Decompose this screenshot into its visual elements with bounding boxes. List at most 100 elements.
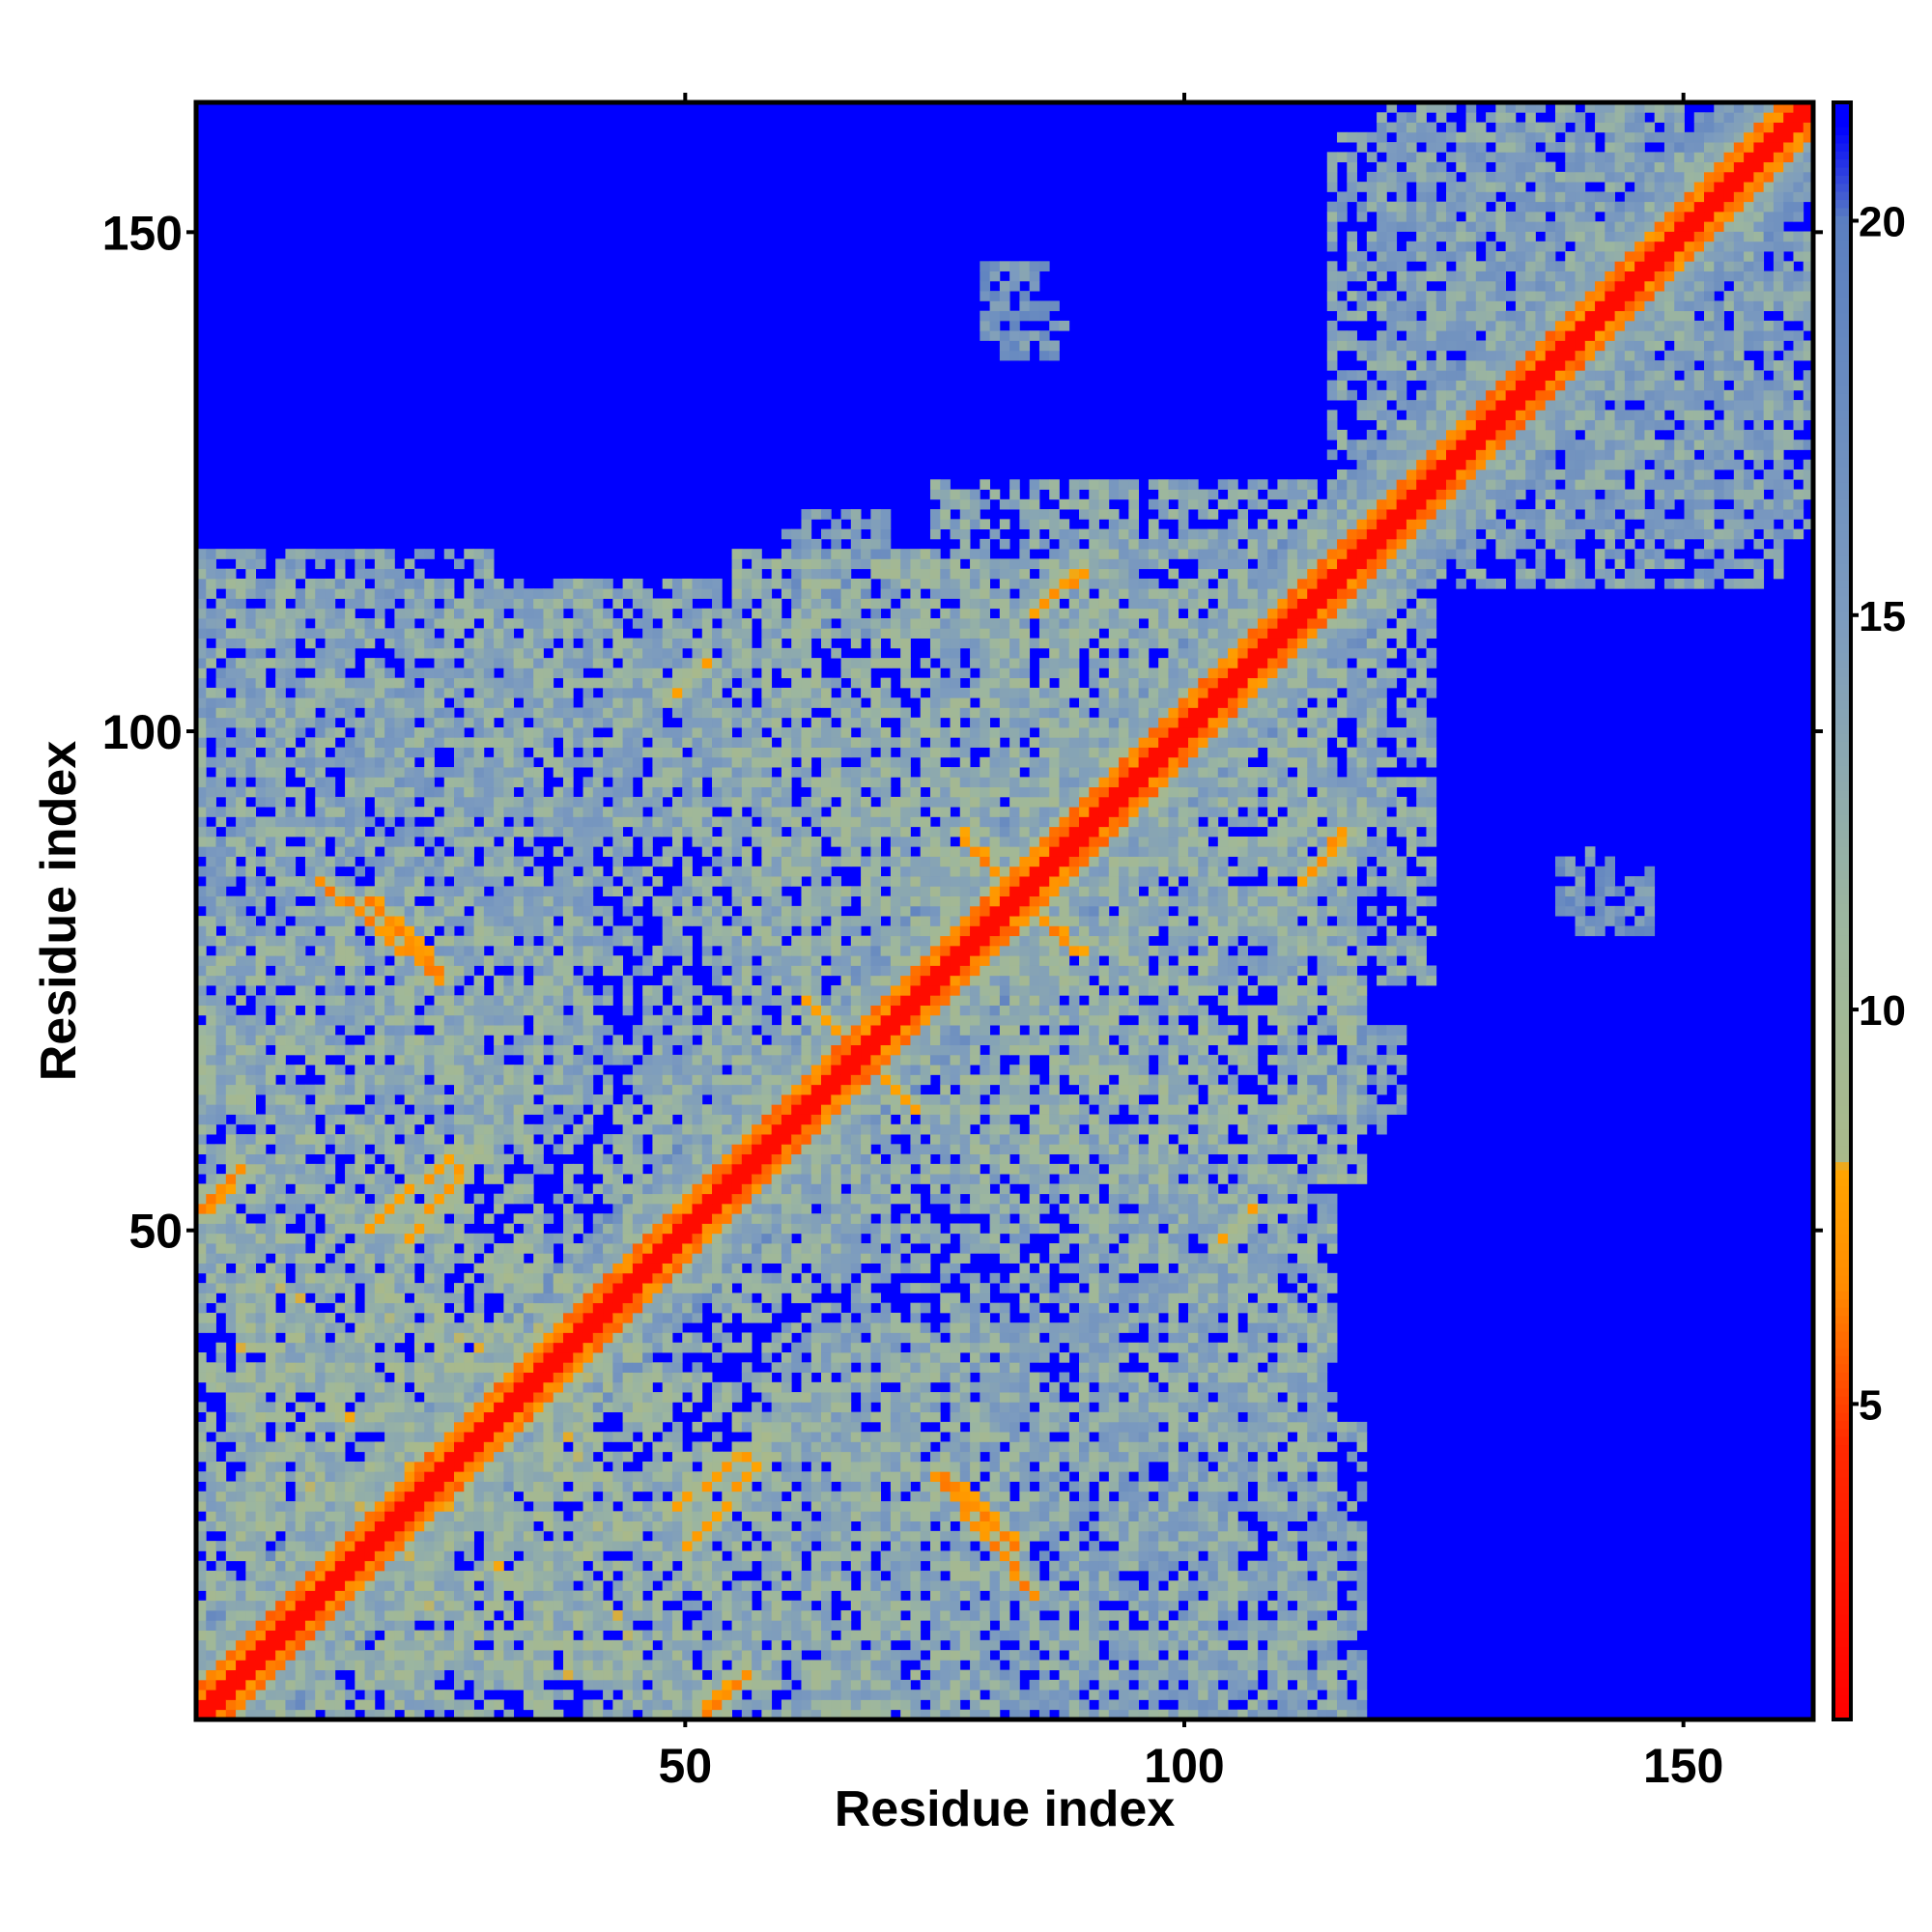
heatmap-cell xyxy=(255,1570,267,1581)
heatmap-cell xyxy=(622,1402,634,1413)
heatmap-cell xyxy=(315,1491,326,1502)
heatmap-cell xyxy=(603,697,613,708)
heatmap-cell xyxy=(473,1660,485,1671)
heatmap-cell xyxy=(325,1421,336,1433)
heatmap-cell xyxy=(443,1193,455,1205)
heatmap-cell xyxy=(523,727,534,738)
heatmap-cell xyxy=(582,1243,594,1254)
heatmap-cell xyxy=(603,1471,613,1482)
heatmap-cell xyxy=(553,866,564,877)
heatmap-cell xyxy=(424,1550,435,1562)
heatmap-cell xyxy=(334,727,346,738)
heatmap-cell xyxy=(553,1639,564,1651)
heatmap-cell xyxy=(483,618,495,629)
heatmap-cell xyxy=(553,1471,564,1482)
heatmap-cell xyxy=(384,836,395,847)
heatmap-cell xyxy=(434,1451,445,1463)
heatmap-cell xyxy=(692,1709,703,1720)
heatmap-cell xyxy=(454,558,465,570)
heatmap-cell xyxy=(315,717,326,728)
heatmap-cell xyxy=(285,1541,297,1551)
heatmap-cell xyxy=(345,886,355,896)
heatmap-cell xyxy=(671,1650,683,1661)
heatmap-cell xyxy=(682,1104,693,1115)
heatmap-cell xyxy=(592,1223,604,1235)
heatmap-cell xyxy=(265,1610,276,1621)
heatmap-cell xyxy=(652,1134,664,1145)
heatmap-cell xyxy=(642,1660,653,1671)
heatmap-cell xyxy=(225,1123,237,1135)
heatmap-cell xyxy=(443,1035,455,1046)
heatmap-cell xyxy=(295,945,306,956)
heatmap-cell xyxy=(573,1084,583,1095)
heatmap-cell xyxy=(553,1620,564,1631)
heatmap-cell xyxy=(682,1639,693,1651)
heatmap-cell xyxy=(364,549,376,559)
heatmap-cell xyxy=(543,737,554,748)
heatmap-cell xyxy=(622,1372,634,1383)
heatmap-cell xyxy=(523,836,534,847)
heatmap-cell xyxy=(622,588,634,599)
heatmap-cell xyxy=(454,1709,465,1720)
heatmap-cell xyxy=(483,1709,495,1720)
heatmap-cell xyxy=(523,1421,534,1433)
heatmap-cell xyxy=(206,1660,216,1671)
heatmap-cell xyxy=(454,737,465,748)
heatmap-cell xyxy=(285,1144,297,1155)
heatmap-cell xyxy=(562,697,574,708)
heatmap-cell xyxy=(543,1084,554,1095)
heatmap-cell xyxy=(394,1639,406,1651)
heatmap-cell xyxy=(255,1272,267,1284)
heatmap-cell xyxy=(671,1193,683,1205)
heatmap-cell xyxy=(275,1025,286,1036)
heatmap-cell xyxy=(454,1530,465,1542)
heatmap-cell xyxy=(334,647,346,659)
heatmap-cell xyxy=(304,1451,316,1463)
heatmap-cell xyxy=(553,668,564,679)
heatmap-cell xyxy=(325,1134,336,1145)
heatmap-cell xyxy=(245,549,257,559)
heatmap-cell xyxy=(454,1302,465,1314)
heatmap-cell xyxy=(652,1114,664,1125)
heatmap-cell xyxy=(225,1699,237,1711)
heatmap-cell xyxy=(443,598,455,610)
heatmap-cell xyxy=(355,905,365,917)
heatmap-cell xyxy=(255,796,267,808)
heatmap-cell xyxy=(196,578,207,589)
heatmap-cell xyxy=(612,866,624,877)
heatmap-cell xyxy=(553,816,564,828)
heatmap-cell xyxy=(265,747,276,758)
heatmap-cell xyxy=(483,1352,495,1363)
heatmap-cell xyxy=(374,1411,385,1423)
heatmap-cell xyxy=(494,1243,504,1254)
heatmap-cell xyxy=(215,1560,227,1572)
heatmap-cell xyxy=(494,796,504,808)
heatmap-cell xyxy=(265,1620,276,1631)
heatmap-cell xyxy=(652,1471,664,1482)
heatmap-cell xyxy=(215,1044,227,1056)
heatmap-cell xyxy=(533,1620,544,1631)
heatmap-cell xyxy=(325,935,336,947)
heatmap-cell xyxy=(215,1511,227,1521)
heatmap-cell xyxy=(404,1501,415,1512)
heatmap-cell xyxy=(255,995,267,1006)
heatmap-cell xyxy=(603,1690,613,1700)
heatmap-cell xyxy=(582,1639,594,1651)
heatmap-cell xyxy=(295,608,306,619)
heatmap-cell xyxy=(345,1084,355,1095)
heatmap-cell xyxy=(454,856,465,867)
heatmap-cell xyxy=(582,1451,594,1463)
heatmap-cell xyxy=(355,1699,365,1711)
heatmap-cell xyxy=(503,1530,515,1542)
heatmap-cell xyxy=(413,1203,425,1214)
heatmap-cell xyxy=(483,707,495,719)
heatmap-cell xyxy=(652,1054,664,1065)
heatmap-cell xyxy=(562,1650,574,1661)
heatmap-cell xyxy=(523,1471,534,1482)
heatmap-cell xyxy=(562,1272,574,1284)
heatmap-cell xyxy=(503,756,515,768)
heatmap-cell xyxy=(553,767,564,778)
heatmap-cell xyxy=(662,1332,673,1344)
heatmap-cell xyxy=(215,1035,227,1046)
heatmap-cell xyxy=(245,1620,257,1631)
